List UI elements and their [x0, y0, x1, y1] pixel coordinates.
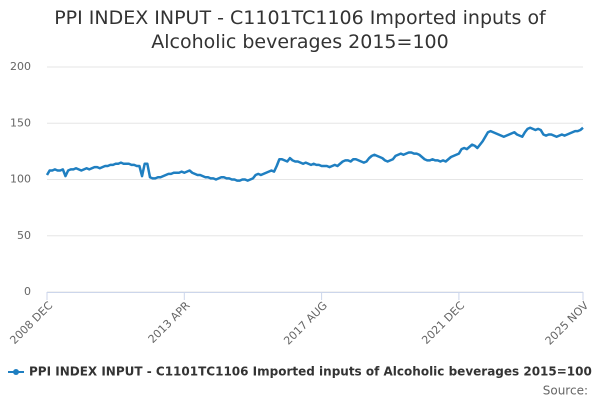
series-line: [45, 126, 584, 182]
y-tick-label: 0: [24, 285, 31, 298]
x-tick-label: 2021 DEC: [419, 299, 467, 347]
chart-title: PPI INDEX INPUT - C1101TC1106 Imported i…: [54, 7, 546, 53]
y-tick-label: 100: [10, 173, 31, 186]
x-tick-label: 2017 AUG: [281, 299, 330, 348]
y-tick-label: 200: [10, 60, 31, 73]
source-label: Source:: [543, 384, 588, 398]
x-tick-label: 2013 APR: [146, 299, 193, 346]
y-tick-label: 150: [10, 116, 31, 129]
x-tick-label: 2025 NOV: [543, 299, 592, 348]
legend-label: PPI INDEX INPUT - C1101TC1106 Imported i…: [29, 365, 592, 379]
legend-marker: [13, 369, 19, 375]
x-tick-label: 2008 DEC: [7, 299, 55, 347]
y-tick-label: 50: [17, 229, 31, 242]
